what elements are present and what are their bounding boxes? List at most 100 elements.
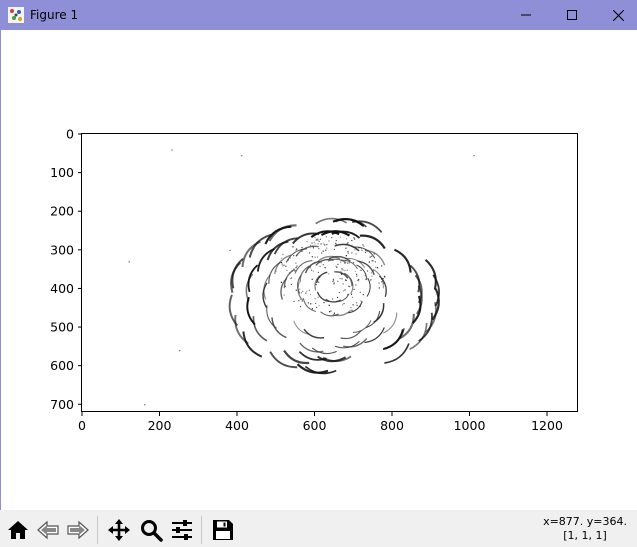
edge-stroke [325, 298, 342, 303]
pan-button[interactable] [105, 516, 133, 544]
y-tick-label: 0 [66, 127, 74, 142]
edge-stroke [331, 230, 361, 239]
edge-speck [309, 266, 312, 268]
edge-speck [314, 256, 316, 258]
edge-stroke [343, 338, 368, 348]
edge-speck [315, 234, 317, 236]
back-button[interactable] [34, 516, 62, 544]
edge-stroke [416, 285, 423, 315]
edge-speck [345, 279, 347, 282]
edge-speck [351, 309, 353, 311]
edge-speck [305, 292, 307, 294]
edge-stroke [234, 314, 249, 345]
edge-speck [341, 278, 343, 280]
home-button[interactable] [4, 516, 32, 544]
zoom-button[interactable] [137, 516, 165, 544]
edge-speck [357, 279, 359, 281]
edge-stroke [328, 255, 351, 262]
edge-speck [306, 240, 308, 243]
edge-speck [365, 278, 367, 280]
edge-stroke [411, 295, 422, 324]
edge-speck [360, 300, 362, 302]
edge-stroke [335, 218, 367, 228]
edge-speck [381, 278, 383, 280]
edge-speck [309, 293, 312, 296]
edge-speck [332, 278, 334, 280]
edge-stroke [364, 327, 385, 344]
edge-speck [366, 250, 368, 253]
edge-speck [171, 149, 173, 151]
edge-speck [320, 243, 322, 245]
edge-speck [347, 242, 349, 244]
edge-stroke [299, 265, 310, 283]
axes-frame [81, 133, 578, 412]
edge-speck [373, 253, 375, 255]
edge-speck [294, 270, 296, 272]
edge-speck [354, 249, 356, 251]
edge-speck [344, 289, 346, 291]
edge-speck [283, 294, 285, 296]
edge-speck [300, 292, 302, 294]
edge-stroke [262, 282, 268, 308]
edge-speck [361, 249, 363, 252]
cursor-coordinates: x=877. y=364. [543, 515, 627, 528]
close-button[interactable] [595, 0, 637, 30]
edge-stroke [356, 264, 368, 281]
forward-button[interactable] [64, 516, 92, 544]
edge-speck [328, 273, 330, 275]
edge-speck [355, 284, 357, 286]
edge-speck [328, 240, 330, 242]
edge-speck [333, 248, 335, 250]
edge-speck [336, 266, 338, 268]
edge-stroke [294, 260, 313, 274]
edge-stroke [315, 217, 348, 225]
move-icon [108, 519, 130, 541]
edge-speck [369, 256, 371, 258]
edge-speck [370, 279, 372, 281]
edge-stroke [393, 248, 412, 273]
subplots-button[interactable] [168, 516, 196, 544]
edge-speck [322, 250, 324, 252]
edge-speck [345, 255, 347, 257]
edge-stroke [268, 224, 297, 242]
minimize-button[interactable] [503, 0, 549, 30]
edge-stroke [252, 316, 268, 342]
edge-speck [344, 279, 347, 281]
edge-speck [371, 260, 373, 262]
edge-speck [382, 278, 384, 280]
edge-speck [326, 244, 328, 246]
edge-stroke [304, 260, 321, 274]
edge-speck [325, 249, 327, 251]
edge-speck [310, 303, 312, 305]
edge-speck [318, 281, 320, 283]
edge-speck [317, 243, 319, 245]
edge-speck [353, 237, 355, 239]
edge-speck [350, 293, 353, 295]
edge-stroke [334, 341, 360, 349]
edge-stroke [247, 264, 259, 293]
edge-speck [374, 261, 376, 263]
edge-speck [283, 264, 285, 266]
edge-speck [368, 261, 370, 263]
edge-speck [316, 256, 319, 258]
edge-speck [356, 304, 358, 306]
edge-speck [324, 244, 326, 246]
edge-speck [341, 273, 343, 275]
edge-speck [356, 275, 358, 277]
save-button[interactable] [209, 516, 237, 544]
figure-canvas[interactable]: 0 200 400 600 800 1000 1200 0 100 200 300 400 500 60… [1, 30, 637, 510]
edge-speck [296, 248, 298, 250]
edge-speck [328, 311, 331, 313]
maximize-button[interactable] [549, 0, 595, 30]
edge-speck [351, 252, 353, 254]
title-bar: Figure 1 [0, 0, 637, 30]
close-icon [612, 9, 624, 21]
edge-speck [358, 280, 360, 282]
edge-speck [340, 261, 342, 263]
edge-speck [285, 265, 287, 267]
edge-stroke [327, 258, 347, 264]
edge-stroke [347, 301, 363, 314]
plot-svg[interactable]: 0 200 400 600 800 1000 1200 0 100 200 300 400 500 60… [1, 30, 637, 510]
edge-stroke [320, 230, 351, 237]
edge-speck [286, 269, 288, 271]
